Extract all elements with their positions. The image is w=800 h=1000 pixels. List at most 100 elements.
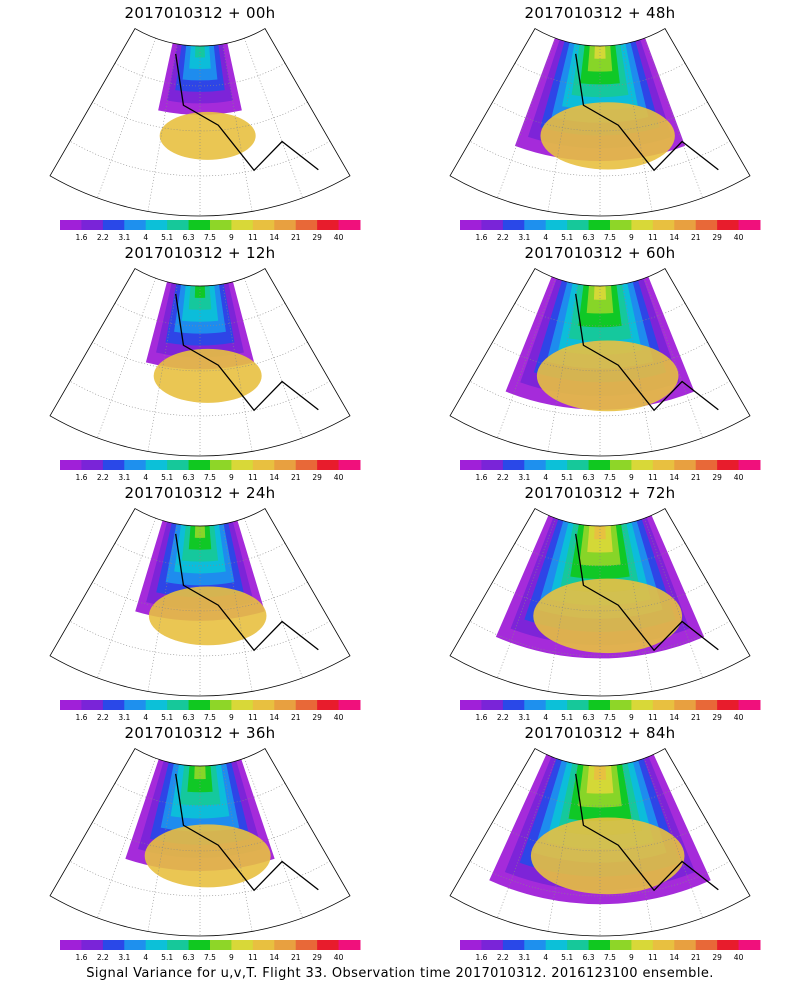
colorbar-label: 2.2 xyxy=(97,953,109,962)
colorbar: 1.6 2.2 3.1 4 5.1 6.3 7.5 9 11 14 21 29 40 xyxy=(460,220,761,242)
colorbar-label: 1.6 xyxy=(475,953,487,962)
colorbar-swatch xyxy=(81,460,104,470)
variance-band xyxy=(593,760,607,780)
colorbar-swatch xyxy=(717,700,740,710)
colorbar-swatch xyxy=(502,460,525,470)
variance-maximum xyxy=(536,340,679,412)
map-border xyxy=(49,28,351,217)
coastline xyxy=(575,293,719,412)
colorbar-label: 2.2 xyxy=(497,233,509,242)
colorbar-label: 5.1 xyxy=(161,713,173,722)
colorbar-swatch xyxy=(210,220,232,230)
colorbar-label: 6.3 xyxy=(183,953,195,962)
colorbar-swatch xyxy=(610,460,632,470)
colorbar-label: 11 xyxy=(248,233,258,242)
colorbar-label: 3.1 xyxy=(118,473,130,482)
colorbar-label: 9 xyxy=(229,473,234,482)
map-panel: 2017010312 + 24h 1.6 2.2 3.1 4 5.1 6.3 7.5 9 11 14… xyxy=(0,480,400,730)
colorbar-label: 29 xyxy=(312,473,322,482)
colorbar-label: 11 xyxy=(648,713,658,722)
colorbar-label: 4 xyxy=(543,713,548,722)
variance-maximum xyxy=(159,111,256,160)
colorbar-swatch xyxy=(588,460,611,470)
colorbar-label: 1.6 xyxy=(75,473,87,482)
colorbar-swatch xyxy=(145,460,168,470)
colorbar-swatch xyxy=(231,700,254,710)
colorbar-label: 21 xyxy=(691,713,701,722)
colorbar-swatch xyxy=(145,940,168,950)
colorbar-swatch xyxy=(60,220,82,230)
variance-maximum xyxy=(144,824,271,888)
colorbar-swatch xyxy=(317,460,340,470)
map-panel: 2017010312 + 12h 1.6 2.2 3.1 4 5.1 6.3 7.5 9 11 14… xyxy=(0,240,400,490)
colorbar-label: 7.5 xyxy=(604,953,616,962)
colorbar-label: 5.1 xyxy=(561,713,573,722)
colorbar-label: 14 xyxy=(670,713,680,722)
colorbar-label: 6.3 xyxy=(583,233,595,242)
colorbar-swatch xyxy=(738,220,761,230)
colorbar-swatch xyxy=(167,460,190,470)
colorbar-label: 6.3 xyxy=(583,953,595,962)
colorbar-swatch xyxy=(545,700,568,710)
colorbar: 1.6 2.2 3.1 4 5.1 6.3 7.5 9 11 14 21 29 40 xyxy=(460,700,761,722)
colorbar-label: 21 xyxy=(691,953,701,962)
map-border xyxy=(449,268,751,457)
panel-title: 2017010312 + 60h xyxy=(524,244,676,262)
colorbar-label: 6.3 xyxy=(183,473,195,482)
colorbar-swatch xyxy=(295,220,318,230)
colorbar-label: 1.6 xyxy=(475,233,487,242)
colorbar-label: 1.6 xyxy=(475,713,487,722)
variance-map xyxy=(449,28,751,217)
colorbar-swatch xyxy=(210,460,232,470)
colorbar-swatch xyxy=(167,700,190,710)
colorbar-swatch xyxy=(695,700,718,710)
colorbar: 1.6 2.2 3.1 4 5.1 6.3 7.5 9 11 14 21 29 40 xyxy=(460,940,761,962)
colorbar: 1.6 2.2 3.1 4 5.1 6.3 7.5 9 11 14 21 29 40 xyxy=(60,460,361,482)
variance-map xyxy=(449,268,751,457)
colorbar-label: 14 xyxy=(670,473,680,482)
colorbar-swatch xyxy=(317,700,340,710)
colorbar-label: 9 xyxy=(629,713,634,722)
panel-title: 2017010312 + 36h xyxy=(124,724,276,742)
colorbar-swatch xyxy=(81,940,104,950)
colorbar-swatch xyxy=(695,220,718,230)
colorbar-label: 9 xyxy=(229,953,234,962)
colorbar-swatch xyxy=(338,220,361,230)
colorbar-label: 3.1 xyxy=(118,713,130,722)
colorbar-label: 40 xyxy=(334,953,344,962)
colorbar-swatch xyxy=(460,700,482,710)
panel-title: 2017010312 + 12h xyxy=(124,244,276,262)
colorbar-label: 40 xyxy=(734,713,744,722)
map-panel: 2017010312 + 60h 1.6 2.2 3.1 4 5.1 6.3 7.5 9 11 14… xyxy=(400,240,800,490)
colorbar-label: 21 xyxy=(291,233,301,242)
colorbar-swatch xyxy=(738,460,761,470)
colorbar-label: 6.3 xyxy=(183,713,195,722)
colorbar-label: 5.1 xyxy=(561,233,573,242)
variance-maximum xyxy=(153,348,262,403)
colorbar-swatch xyxy=(502,700,525,710)
colorbar-label: 11 xyxy=(648,953,658,962)
colorbar-label: 2.2 xyxy=(97,233,109,242)
variance-map xyxy=(449,748,751,937)
colorbar-swatch xyxy=(502,220,525,230)
coastline xyxy=(175,533,319,652)
colorbar-label: 7.5 xyxy=(204,953,216,962)
colorbar-label: 1.6 xyxy=(475,473,487,482)
colorbar-swatch xyxy=(231,940,254,950)
colorbar-swatch xyxy=(460,460,482,470)
colorbar-label: 2.2 xyxy=(497,713,509,722)
colorbar-label: 4 xyxy=(143,713,148,722)
colorbar-label: 3.1 xyxy=(518,953,530,962)
colorbar-swatch xyxy=(167,220,190,230)
colorbar-swatch xyxy=(545,220,568,230)
colorbar-label: 9 xyxy=(229,713,234,722)
colorbar-label: 7.5 xyxy=(204,233,216,242)
colorbar-swatch xyxy=(588,940,611,950)
map-border xyxy=(49,268,351,457)
colorbar-swatch xyxy=(652,460,675,470)
colorbar-label: 14 xyxy=(270,473,280,482)
colorbar-label: 3.1 xyxy=(518,713,530,722)
colorbar-label: 5.1 xyxy=(561,473,573,482)
colorbar-swatch xyxy=(631,220,654,230)
colorbar-label: 40 xyxy=(734,473,744,482)
